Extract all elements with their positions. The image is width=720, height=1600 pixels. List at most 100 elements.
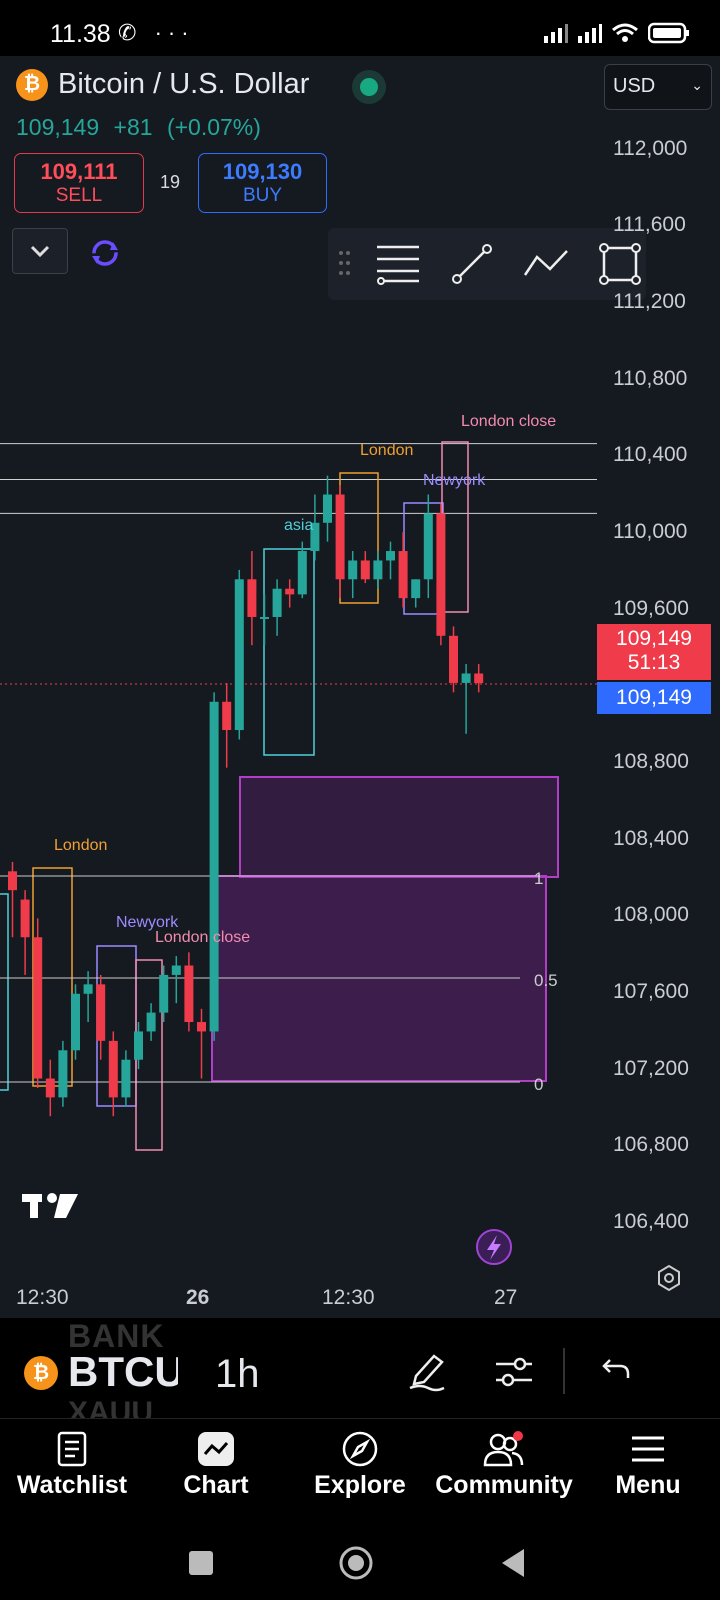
- session-box-asia: [263, 548, 315, 756]
- bid-price-value: 109,149: [616, 686, 692, 709]
- sell-price: 109,111: [40, 159, 118, 184]
- candle-body: [247, 579, 257, 617]
- sell-button[interactable]: 109,111 SELL: [14, 153, 144, 213]
- candle-body: [436, 513, 446, 636]
- status-notification-icons: ✆ ···: [118, 20, 195, 46]
- back-icon[interactable]: [500, 1548, 526, 1578]
- buy-price: 109,130: [222, 159, 303, 184]
- session-box-londonclose-top: [441, 441, 469, 613]
- candle-body: [398, 551, 408, 599]
- candle-body: [146, 1012, 156, 1032]
- currency-select[interactable]: USD ⌄: [604, 64, 712, 110]
- spread-value: 19: [160, 172, 181, 192]
- candle-body: [8, 871, 17, 891]
- symbol-scroll-prev[interactable]: BANK: [68, 1318, 165, 1354]
- status-bar: 11.38 ✆ ···: [0, 0, 720, 56]
- y-tick: 108,000: [613, 903, 689, 926]
- nav-chart[interactable]: Chart: [144, 1419, 288, 1526]
- signal-icon-1: [544, 24, 568, 43]
- last-price: 109,149: [16, 114, 100, 140]
- price-change: +81: [113, 114, 153, 140]
- y-tick: 108,800: [613, 750, 689, 773]
- sync-icon[interactable]: [88, 236, 122, 275]
- symbol-selector[interactable]: BTCUSD: [68, 1348, 178, 1395]
- recent-apps-icon[interactable]: [188, 1550, 214, 1576]
- drag-handle-icon[interactable]: [338, 249, 350, 279]
- chevron-down-icon: [30, 245, 50, 258]
- annotation-newyork-left: Newyork: [116, 914, 179, 931]
- collapse-button[interactable]: [12, 228, 68, 274]
- candle-body: [449, 635, 458, 683]
- annotation-londonclose-top: London close: [461, 413, 556, 430]
- undo-icon[interactable]: [602, 1356, 632, 1387]
- buy-button[interactable]: 109,130 BUY: [198, 153, 327, 213]
- tradingview-logo-icon: [22, 1193, 78, 1218]
- annotation-newyork-top: Newyork: [423, 472, 486, 489]
- candle-body: [108, 1040, 118, 1098]
- nav-watchlist-label: Watchlist: [16, 1471, 128, 1499]
- wifi-icon: [612, 23, 638, 42]
- y-tick: 112,000: [613, 137, 688, 160]
- whatsapp-icon: ✆: [118, 20, 143, 45]
- y-tick: 106,800: [613, 1133, 689, 1156]
- indicators-settings-icon[interactable]: [494, 1350, 534, 1397]
- trend-line-tool-icon[interactable]: [446, 238, 498, 290]
- chart-settings-icon[interactable]: [658, 1264, 680, 1292]
- home-icon[interactable]: [338, 1545, 374, 1581]
- candle-body: [45, 1078, 55, 1098]
- symbol-title[interactable]: Bitcoin / U.S. Dollar: [58, 68, 310, 100]
- nav-chart-label: Chart: [183, 1471, 249, 1499]
- interval-selector[interactable]: 1h: [215, 1352, 260, 1396]
- fib-label-1: 1: [534, 869, 543, 888]
- candle-body: [423, 513, 433, 580]
- candle-body: [159, 974, 169, 1013]
- y-tick: 111,200: [613, 290, 686, 313]
- signal-icon-2: [578, 24, 602, 43]
- lightning-icon[interactable]: [476, 1229, 512, 1265]
- fib-label-05: 0.5: [534, 971, 558, 990]
- path-tool-icon[interactable]: [520, 238, 572, 290]
- symbol-header[interactable]: ₿ Bitcoin / U.S. Dollar: [16, 68, 309, 101]
- y-tick: 107,200: [613, 1057, 689, 1080]
- nav-watchlist[interactable]: Watchlist: [0, 1419, 144, 1526]
- horizontal-lines-tool-icon[interactable]: [372, 238, 424, 290]
- candle-body: [386, 551, 395, 561]
- watchlist-icon: [57, 1431, 87, 1467]
- candle-body: [20, 899, 30, 938]
- symbol-scroll-next[interactable]: XAUU: [68, 1396, 154, 1418]
- current-price-tag: 109,149 51:13: [597, 624, 711, 680]
- symbol-bar: [0, 1318, 720, 1416]
- community-icon: [483, 1431, 524, 1467]
- drawing-pen-icon[interactable]: [406, 1350, 446, 1397]
- y-tick: 110,800: [613, 367, 688, 390]
- candle-body: [171, 965, 181, 975]
- hamburger-menu-icon: [632, 1436, 664, 1462]
- y-tick: 108,400: [613, 827, 689, 850]
- price-change-pct: (+0.07%): [166, 114, 261, 140]
- notification-dot: [513, 1431, 523, 1441]
- fvg-zone-upper: [239, 776, 559, 878]
- price-tag-value: 109,149: [616, 627, 692, 650]
- candle-body: [272, 588, 282, 617]
- candle-body: [461, 673, 471, 683]
- candle-body: [260, 616, 269, 619]
- x-tick: 26: [186, 1286, 210, 1309]
- annotation-london-top: London: [360, 442, 413, 459]
- buy-label: BUY: [242, 185, 283, 206]
- rectangle-tool-icon[interactable]: [594, 238, 646, 290]
- nav-community-label: Community: [435, 1471, 573, 1499]
- y-tick: 110,000: [613, 520, 688, 543]
- candle-body: [121, 1059, 131, 1098]
- bid-price-tag: 109,149: [597, 682, 711, 714]
- chevron-down-icon: ⌄: [691, 77, 703, 93]
- candlestick-chart[interactable]: London London close Newyork asia London …: [0, 56, 720, 1318]
- toolbar-divider: [563, 1348, 565, 1394]
- candle-body: [83, 984, 93, 994]
- nav-community[interactable]: Community: [432, 1419, 576, 1526]
- nav-menu[interactable]: Menu: [576, 1419, 720, 1526]
- nav-explore[interactable]: Explore: [288, 1419, 432, 1526]
- chart-icon: [198, 1432, 234, 1466]
- annotation-asia: asia: [284, 517, 313, 534]
- more-notifications-icon: ···: [154, 20, 195, 45]
- candle-body: [360, 560, 370, 580]
